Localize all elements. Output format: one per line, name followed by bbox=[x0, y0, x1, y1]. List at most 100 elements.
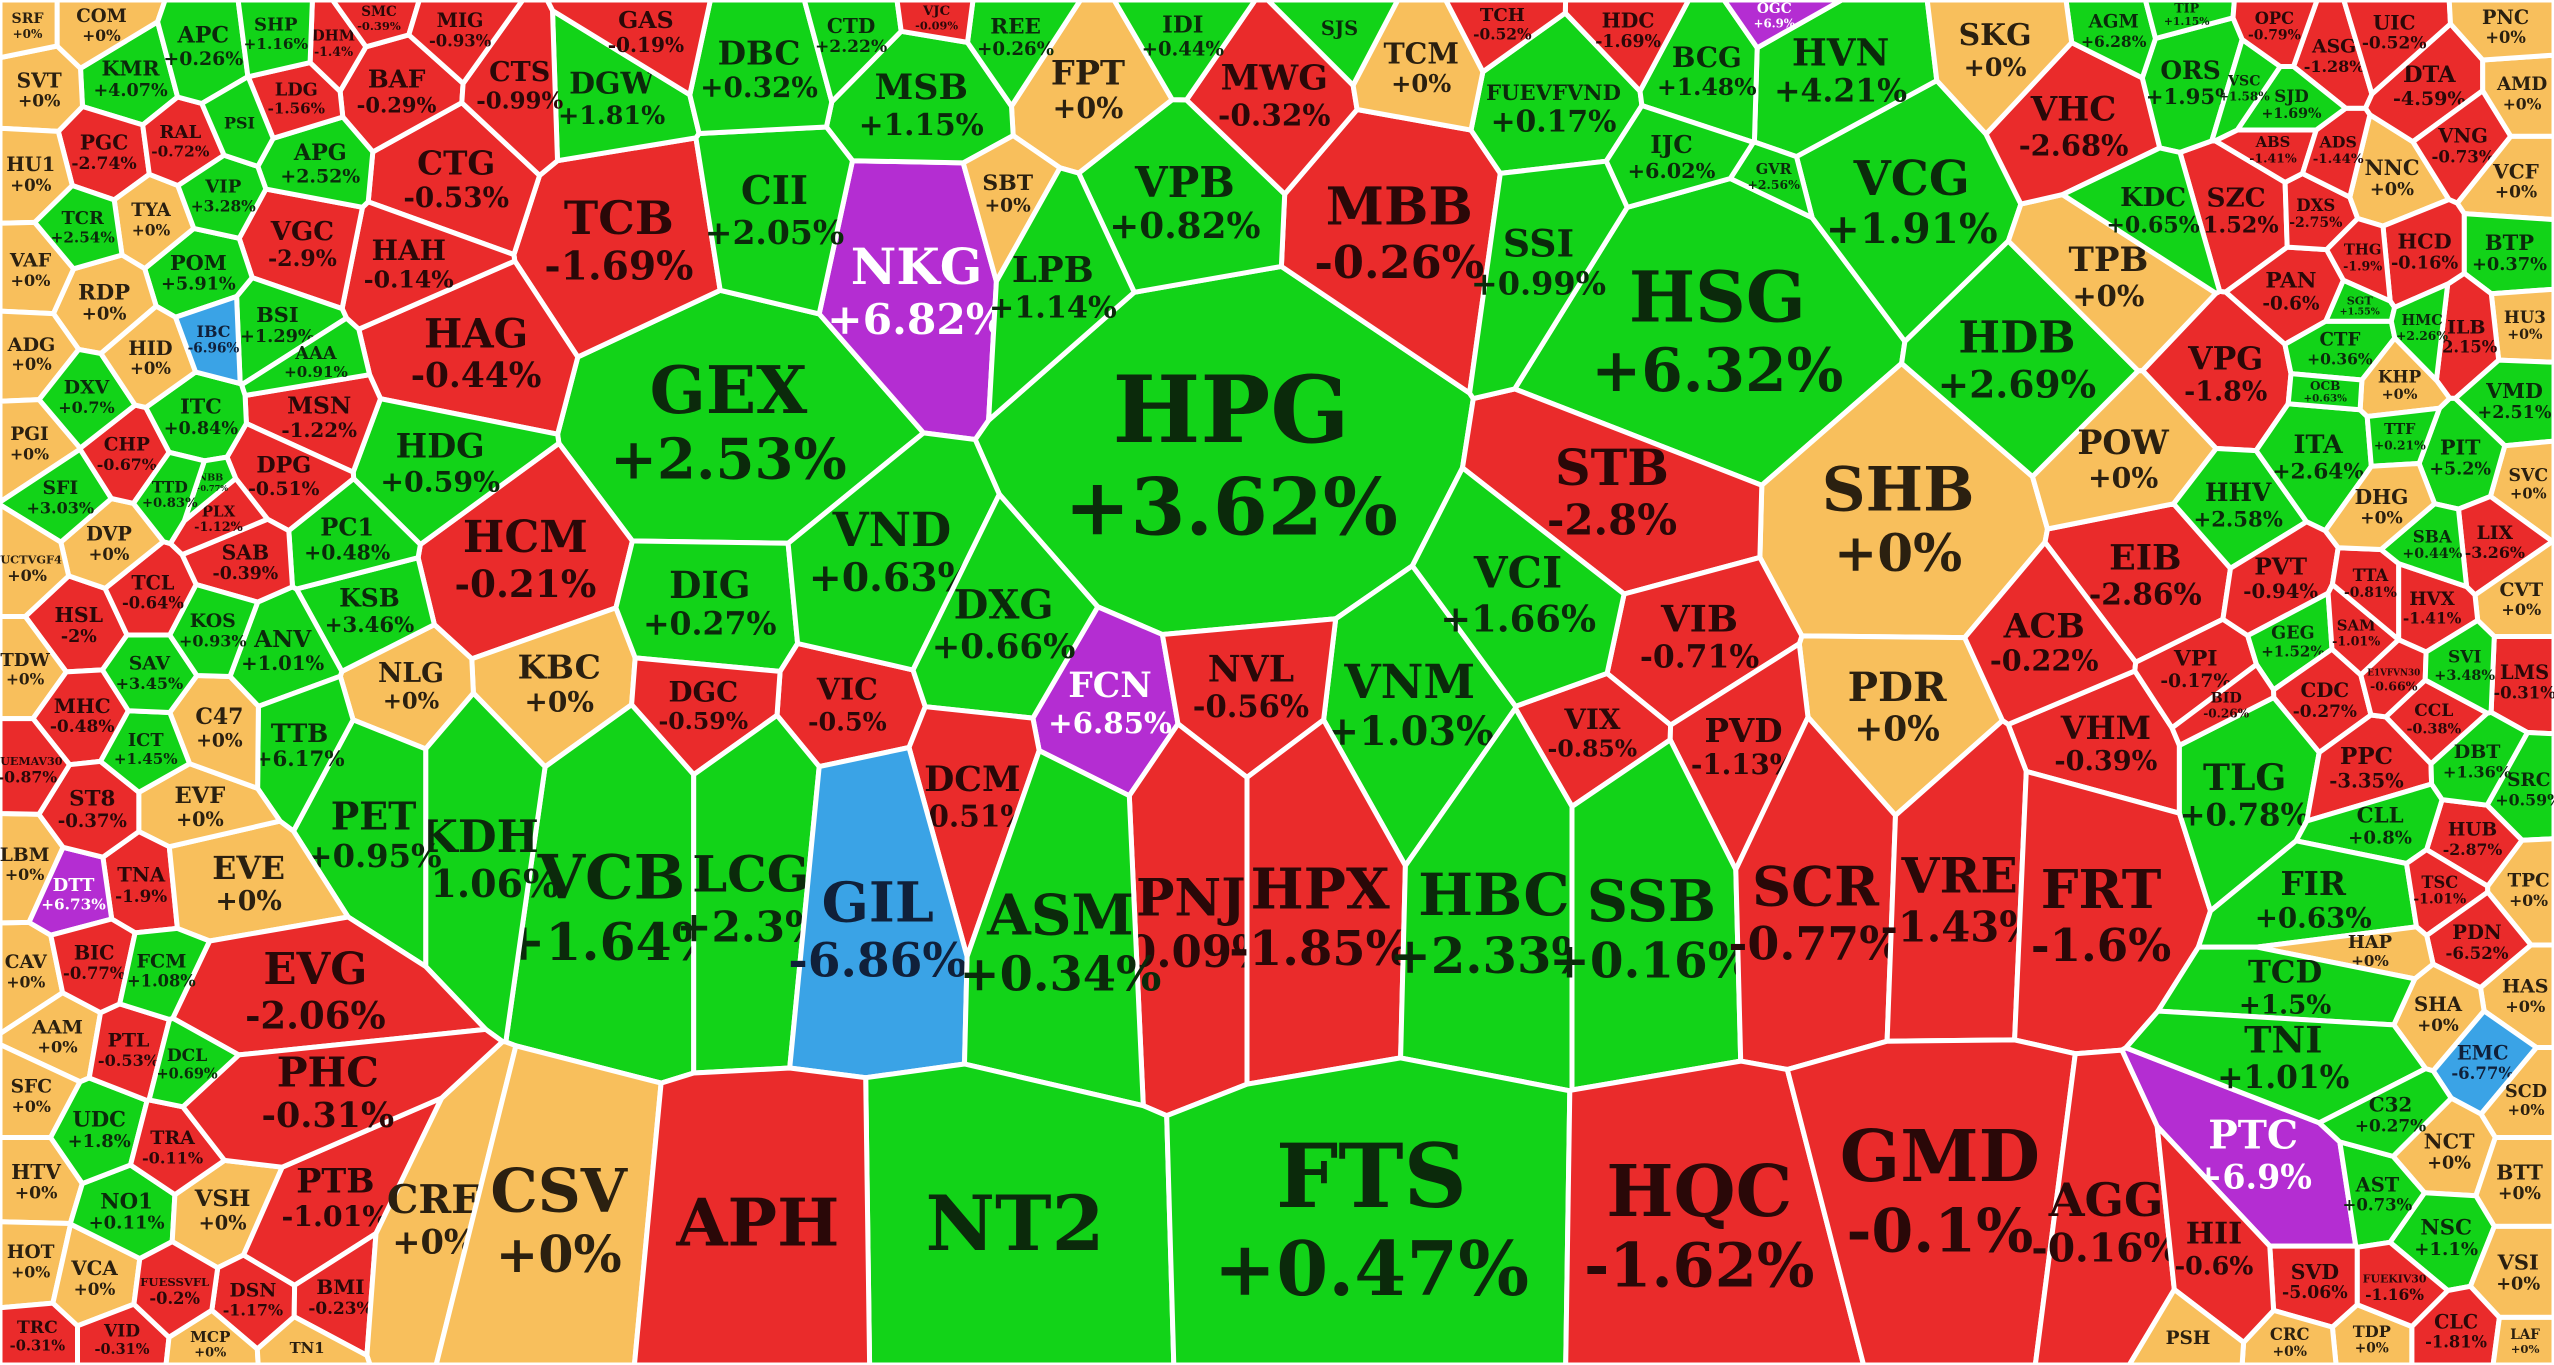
heatmap-cell-opc[interactable]: OPC-0.79% bbox=[2230, 0, 2320, 69]
heatmap-cell-vmd[interactable]: VMD+2.51% bbox=[2452, 357, 2554, 449]
heatmap-cell-aph[interactable]: APH bbox=[631, 1065, 873, 1365]
heatmap-cell-mhc[interactable]: MHC-0.48% bbox=[30, 667, 131, 768]
heatmap-cell-tn1[interactable]: TN1 bbox=[254, 1314, 373, 1365]
heatmap-cell-dbt[interactable]: DBT+1.36% bbox=[2428, 709, 2530, 808]
heatmap-cell-sba[interactable]: SBA+0.44% bbox=[2378, 501, 2470, 590]
heatmap-cell-dxg[interactable]: DXG+0.66% bbox=[910, 491, 1101, 721]
heatmap-cell-gex[interactable]: GEX+2.53% bbox=[555, 287, 926, 546]
heatmap-cell-hcd[interactable]: HCD-0.16% bbox=[2380, 197, 2467, 310]
heatmap-cell-gas[interactable]: GAS-0.19% bbox=[544, 0, 713, 98]
heatmap-cell-ogc[interactable]: OGC+6.9% bbox=[1721, 0, 1845, 51]
heatmap-cell-tpb[interactable]: TPB+0% bbox=[2005, 192, 2219, 374]
heatmap-cell-c32[interactable]: C32+0.27% bbox=[2316, 1066, 2454, 1159]
heatmap-cell-adg[interactable]: ADG+0% bbox=[0, 308, 82, 404]
heatmap-cell-fuemav30[interactable]: FUEMAV30-0.87% bbox=[0, 716, 73, 817]
heatmap-cell-vcg[interactable]: VCG+1.91% bbox=[1794, 78, 2024, 344]
heatmap-cell-btp[interactable]: BTP+0.37% bbox=[2461, 211, 2554, 297]
heatmap-cell-tcb[interactable]: TCB-1.69% bbox=[511, 135, 723, 360]
heatmap-cell-sjs[interactable]: SJS bbox=[1265, 0, 1401, 88]
heatmap-cell-sam[interactable]: SAM-1.01% bbox=[2325, 581, 2402, 678]
heatmap-cell-hdb[interactable]: HDB+2.69% bbox=[1899, 238, 2141, 480]
heatmap-cell-nvl[interactable]: NVL-0.56% bbox=[1159, 616, 1339, 780]
heatmap-cell-bcg[interactable]: BCG+1.48% bbox=[1637, 0, 1760, 145]
heatmap-cell-kdc[interactable]: KDC+0.65% bbox=[2060, 145, 2223, 296]
heatmap-cell-vaf[interactable]: VAF+0% bbox=[0, 219, 77, 317]
heatmap-cell-pc1[interactable]: PC1+0.48% bbox=[286, 476, 423, 592]
heatmap-cell-ibc[interactable]: IBC-6.96% bbox=[173, 294, 243, 387]
heatmap-cell-psi[interactable]: PSI bbox=[199, 74, 276, 169]
heatmap-cell-evg[interactable]: EVG-2.06% bbox=[170, 914, 489, 1058]
heatmap-cell-gmd[interactable]: GMD-0.1% bbox=[1784, 1037, 2078, 1365]
heatmap-cell-vcb[interactable]: VCB+1.64% bbox=[502, 702, 721, 1086]
heatmap-cell-laf[interactable]: LAF+0% bbox=[2490, 1314, 2554, 1365]
heatmap-cell-crc[interactable]: CRC+0% bbox=[2239, 1307, 2339, 1365]
heatmap-cell-hpg[interactable]: HPG+3.62% bbox=[972, 263, 1476, 637]
heatmap-cell-pnc[interactable]: PNC+0% bbox=[2446, 0, 2554, 63]
heatmap-cell-acb[interactable]: ACB-0.22% bbox=[1962, 539, 2139, 727]
heatmap-cell-c47[interactable]: C47+0% bbox=[167, 673, 261, 791]
heatmap-cell-lcg[interactable]: LCG+2.3% bbox=[676, 712, 825, 1076]
heatmap-cell-pgc[interactable]: PGC-2.74% bbox=[55, 104, 152, 203]
heatmap-cell-ptl[interactable]: PTL-0.53% bbox=[86, 1001, 172, 1104]
heatmap-cell-dbc[interactable]: DBC+0.32% bbox=[687, 0, 835, 136]
heatmap-cell-ocb[interactable]: OCB+0.63% bbox=[2285, 371, 2365, 413]
heatmap-cell-dcl[interactable]: DCL+0.69% bbox=[146, 1015, 242, 1110]
heatmap-cell-fts[interactable]: FTS+0.47% bbox=[1164, 1055, 1573, 1365]
heatmap-cell-ctd[interactable]: CTD+2.22% bbox=[801, 0, 904, 105]
heatmap-cell-lpb[interactable]: LPB+1.14% bbox=[986, 165, 1137, 423]
heatmap-cell-anv[interactable]: ANV+1.01% bbox=[227, 584, 345, 709]
heatmap-cell-shp[interactable]: SHP+1.16% bbox=[235, 0, 315, 80]
heatmap-cell-hdc[interactable]: HDC-1.69% bbox=[1562, 0, 1692, 94]
heatmap-cell-ttb[interactable]: TTB+6.17% bbox=[255, 673, 356, 834]
heatmap-cell-fuctvgf4[interactable]: FUCTVGF4+0% bbox=[0, 502, 72, 619]
heatmap-cell-pan[interactable]: PAN-0.6% bbox=[2223, 244, 2346, 347]
heatmap-cell-ttd[interactable]: TTD+0.83% bbox=[130, 449, 207, 547]
heatmap-cell-hvn[interactable]: HVN+4.21% bbox=[1751, 0, 1940, 160]
heatmap-cell-svd[interactable]: SVD-5.06% bbox=[2267, 1243, 2360, 1330]
heatmap-cell-cts[interactable]: CTS-0.99% bbox=[459, 0, 564, 178]
heatmap-cell-ttf[interactable]: TTF+0.21% bbox=[2364, 405, 2442, 469]
heatmap-cell-vnd[interactable]: VND+0.63% bbox=[785, 430, 1002, 673]
heatmap-cell-dig[interactable]: DIG+0.27% bbox=[613, 538, 801, 674]
heatmap-cell-tch[interactable]: TCH-0.52% bbox=[1443, 0, 1569, 75]
heatmap-cell-pow[interactable]: POW+0% bbox=[2030, 368, 2219, 532]
heatmap-cell-vip[interactable]: VIP+3.28% bbox=[175, 152, 269, 241]
heatmap-cell-lms[interactable]: LMS-0.31% bbox=[2488, 634, 2554, 737]
heatmap-cell-psh[interactable]: PSH bbox=[2126, 1287, 2247, 1365]
heatmap-cell-skg[interactable]: SKG+0% bbox=[1924, 0, 2075, 137]
heatmap-cell-asm[interactable]: ASM+0.34% bbox=[960, 748, 1162, 1109]
heatmap-cell-srf[interactable]: SRF+0% bbox=[0, 0, 60, 61]
heatmap-cell-vjc[interactable]: VJC-0.09% bbox=[894, 0, 976, 45]
heatmap-cell-src[interactable]: SRC+0.59% bbox=[2484, 730, 2554, 843]
heatmap-cell-vng[interactable]: VNG-0.73% bbox=[2410, 88, 2514, 206]
heatmap-cell-fir[interactable]: FIR+0.63% bbox=[2195, 838, 2419, 950]
heatmap-cell-msn[interactable]: MSN-1.22% bbox=[242, 372, 383, 475]
heatmap-cell-kos[interactable]: KOS+0.93% bbox=[167, 582, 261, 679]
heatmap-cell-hpx[interactable]: HPX-1.85% bbox=[1229, 717, 1411, 1087]
heatmap-cell-ssi[interactable]: SSI+0.99% bbox=[1467, 158, 1630, 402]
heatmap-cell-mig[interactable]: MIG-0.93% bbox=[406, 0, 526, 86]
heatmap-cell-aaa[interactable]: AAA+0.91% bbox=[239, 315, 373, 398]
heatmap-cell-ssb[interactable]: SSB+0.16% bbox=[1549, 737, 1754, 1093]
heatmap-cell-pom[interactable]: POM+5.91% bbox=[142, 225, 255, 320]
heatmap-cell-hmc[interactable]: HMC+2.26% bbox=[2388, 281, 2451, 383]
heatmap-cell-tcr[interactable]: TCR+2.54% bbox=[32, 183, 125, 272]
heatmap-cell-agg[interactable]: AGG-0.16% bbox=[2031, 1047, 2181, 1365]
heatmap-cell-vic[interactable]: VIC-0.5% bbox=[774, 641, 928, 770]
heatmap-cell-tna[interactable]: TNA-1.9% bbox=[100, 829, 180, 936]
heatmap-cell-gvr[interactable]: GVR+2.56% bbox=[1727, 139, 1815, 221]
heatmap-cell-com[interactable]: COM+0% bbox=[54, 0, 168, 71]
heatmap-cell-vci[interactable]: VCI+1.66% bbox=[1409, 465, 1627, 709]
heatmap-cell-thg[interactable]: THG-1.9% bbox=[2324, 216, 2393, 304]
heatmap-cell-shb[interactable]: SHB+0% bbox=[1757, 360, 2050, 641]
heatmap-cell-idi[interactable]: IDI+0.44% bbox=[1111, 0, 1258, 103]
heatmap-cell-phc[interactable]: PHC-0.31% bbox=[180, 1026, 506, 1170]
heatmap-cell-dhg[interactable]: DHG+0% bbox=[2322, 461, 2438, 552]
heatmap-cell-btt[interactable]: BTT+0% bbox=[2473, 1135, 2554, 1229]
heatmap-cell-st8[interactable]: ST8-0.37% bbox=[36, 758, 142, 860]
heatmap-cell-fuekiv30[interactable]: FUEKIV30-1.16% bbox=[2354, 1239, 2451, 1329]
heatmap-cell-fcm[interactable]: FCM+1.08% bbox=[117, 925, 213, 1022]
heatmap-cell-nt2[interactable]: NT2 bbox=[863, 1061, 1177, 1365]
heatmap-cell-vre[interactable]: VRE-1.43% bbox=[1880, 718, 2039, 1044]
heatmap-cell-cii[interactable]: CII+2.05% bbox=[693, 124, 855, 317]
